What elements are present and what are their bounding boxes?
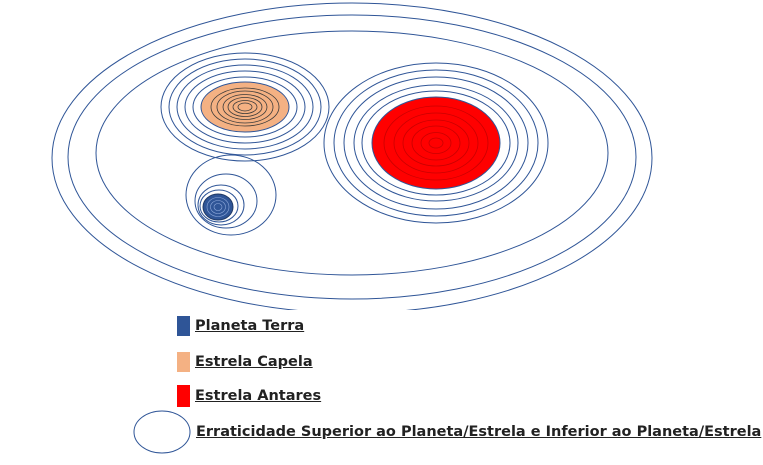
outer-orbit	[67, 14, 637, 300]
legend-label-erraticidade: Erraticidade Superior ao Planeta/Estrela…	[196, 424, 762, 440]
outer-orbit	[51, 2, 653, 310]
outer-orbit	[95, 30, 609, 276]
earth-orbits	[185, 154, 277, 236]
legend-label-antares: Estrela Antares	[195, 388, 322, 404]
erraticidade-swatch	[133, 410, 191, 454]
antares-star	[371, 96, 501, 190]
capela-star	[200, 81, 290, 133]
earth-planet	[202, 193, 234, 221]
legend-item-earth: Planeta Terra	[177, 316, 304, 336]
capela-swatch	[177, 352, 190, 372]
earth-swatch	[177, 316, 190, 336]
legend-label-capela: Estrela Capela	[195, 354, 313, 370]
legend-item-capela: Estrela Capela	[177, 352, 313, 372]
cosmic-orbits-diagram	[51, 2, 653, 310]
legend-item-antares: Estrela Antares	[177, 385, 321, 407]
antares-orbits	[323, 62, 549, 224]
legend-item-erraticidade: Erraticidade Superior ao Planeta/Estrela…	[133, 410, 761, 454]
legend-label-earth: Planeta Terra	[195, 318, 305, 334]
capela-orbits	[160, 52, 330, 162]
antares-swatch	[177, 385, 190, 407]
